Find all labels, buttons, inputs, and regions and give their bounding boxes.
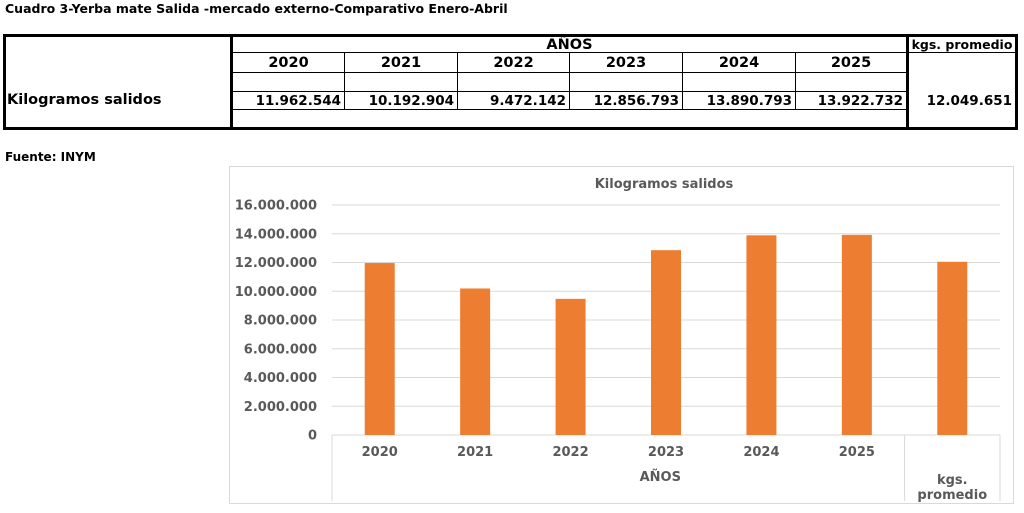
bar <box>460 288 491 435</box>
chart-area: Kilogramos salidos 0 2.000.000 4.000.000 6.0… <box>229 166 1014 504</box>
y-tick-label: 6.000.000 <box>244 342 317 357</box>
x-tick-label: promedio <box>917 488 987 503</box>
year-header: 2021 <box>380 54 422 71</box>
x-tick-label: 2021 <box>457 445 493 460</box>
table-cell-value: 10.192.904 <box>368 92 454 109</box>
year-header: 2020 <box>268 54 309 71</box>
y-tick-label: 12.000.000 <box>235 256 317 271</box>
table-cell-value: 13.922.732 <box>817 92 903 109</box>
table-cell-value: 11.962.544 <box>255 92 341 109</box>
bar-chart: Kilogramos salidos 0 2.000.000 4.000.000 6.0… <box>235 177 1001 503</box>
x-tick-label: 2023 <box>648 445 684 460</box>
avg-value: 12.049.651 <box>926 92 1012 109</box>
data-table: AÑOS kgs. promedio 2020 2021 2022 2023 2… <box>3 34 1018 130</box>
year-header: 2024 <box>718 54 760 71</box>
year-header: 2022 <box>493 54 534 71</box>
year-header: 2023 <box>605 54 647 71</box>
avg-header: kgs. promedio <box>911 37 1013 52</box>
year-header: 2025 <box>830 54 872 71</box>
table-cell-value: 13.890.793 <box>706 92 792 109</box>
table-cell-value: 9.472.142 <box>489 92 566 109</box>
y-tick-label: 2.000.000 <box>244 400 317 415</box>
y-tick-label: 4.000.000 <box>244 371 317 386</box>
page-title: Cuadro 3-Yerba mate Salida -mercado exte… <box>5 1 508 16</box>
x-tick-label: 2025 <box>839 445 875 460</box>
x-tick-label: kgs. <box>937 473 968 488</box>
x-tick-label: 2024 <box>743 445 779 460</box>
y-tick-label: 14.000.000 <box>235 227 317 242</box>
bar <box>746 235 777 435</box>
bar <box>841 234 872 435</box>
y-tick-label: 10.000.000 <box>235 285 317 300</box>
bar <box>937 261 968 435</box>
chart-title: Kilogramos salidos <box>595 177 734 192</box>
bar <box>364 263 395 435</box>
row-label: Kilogramos salidos <box>7 92 162 108</box>
bar <box>651 250 681 435</box>
y-tick-label: 16.000.000 <box>235 199 317 214</box>
y-tick-label: 8.000.000 <box>244 314 317 329</box>
y-tick-label: 0 <box>308 429 317 444</box>
x-group-label: AÑOS <box>640 469 681 485</box>
years-group-header: AÑOS <box>546 36 593 53</box>
x-tick-label: 2020 <box>362 445 398 460</box>
x-tick-label: 2022 <box>552 445 588 460</box>
source-note: Fuente: INYM <box>5 150 96 164</box>
bar <box>555 298 586 435</box>
table-cell-value: 12.856.793 <box>593 92 679 109</box>
